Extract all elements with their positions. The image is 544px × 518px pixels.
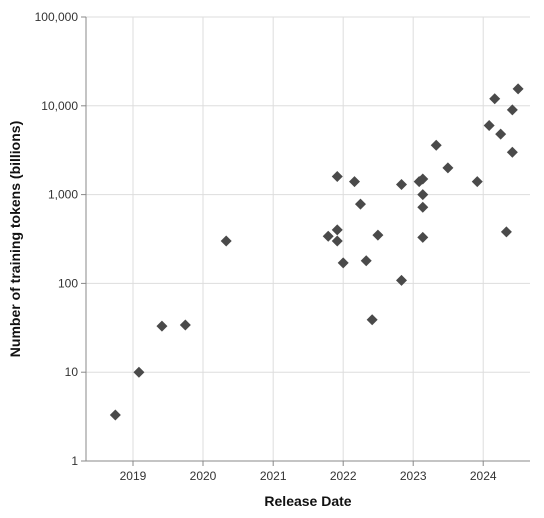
x-tick-label: 2023	[400, 469, 427, 483]
x-tick-label: 2024	[470, 469, 497, 483]
data-point	[337, 257, 349, 269]
data-point	[500, 226, 512, 238]
data-point	[417, 231, 429, 243]
data-point	[322, 230, 334, 242]
data-point	[430, 139, 442, 151]
data-point	[156, 320, 168, 332]
data-point	[506, 146, 518, 158]
data-point	[360, 255, 372, 267]
y-tick-label: 100	[58, 276, 78, 290]
data-point	[109, 409, 121, 421]
y-tick-label: 10	[65, 365, 79, 379]
data-point	[395, 274, 407, 286]
data-point	[495, 128, 507, 140]
data-point	[133, 366, 145, 378]
data-point	[331, 235, 343, 247]
data-point	[179, 319, 191, 331]
data-point	[512, 83, 524, 95]
data-point	[413, 176, 425, 188]
data-point	[220, 235, 232, 247]
axes: 1 10 100 1,000 10,000 100,000 2019 2020 2021 2022…	[35, 10, 530, 483]
y-tick-label: 10,000	[41, 99, 78, 113]
x-tick-label: 2019	[120, 469, 147, 483]
x-tick-label: 2022	[330, 469, 357, 483]
data-point	[471, 176, 483, 188]
data-point	[417, 201, 429, 213]
grid	[86, 16, 530, 462]
y-tick-label: 1,000	[48, 188, 78, 202]
data-point	[331, 224, 343, 236]
data-point	[395, 178, 407, 190]
x-tick-label: 2021	[260, 469, 287, 483]
data-point	[366, 314, 378, 326]
data-point	[372, 229, 384, 241]
x-axis-title: Release Date	[264, 493, 351, 509]
data-point	[354, 198, 366, 210]
data-point	[442, 162, 454, 174]
data-point	[489, 93, 501, 105]
y-axis-title: Number of training tokens (billions)	[7, 121, 23, 357]
data-point	[331, 170, 343, 182]
data-point	[417, 173, 429, 185]
x-tick-label: 2020	[190, 469, 217, 483]
y-tick-label: 1	[71, 454, 78, 468]
data-point	[349, 176, 361, 188]
data-point	[417, 189, 429, 201]
y-tick-label: 100,000	[35, 10, 79, 24]
data-point	[483, 120, 495, 132]
data-point	[506, 104, 518, 116]
data-points	[109, 83, 524, 421]
